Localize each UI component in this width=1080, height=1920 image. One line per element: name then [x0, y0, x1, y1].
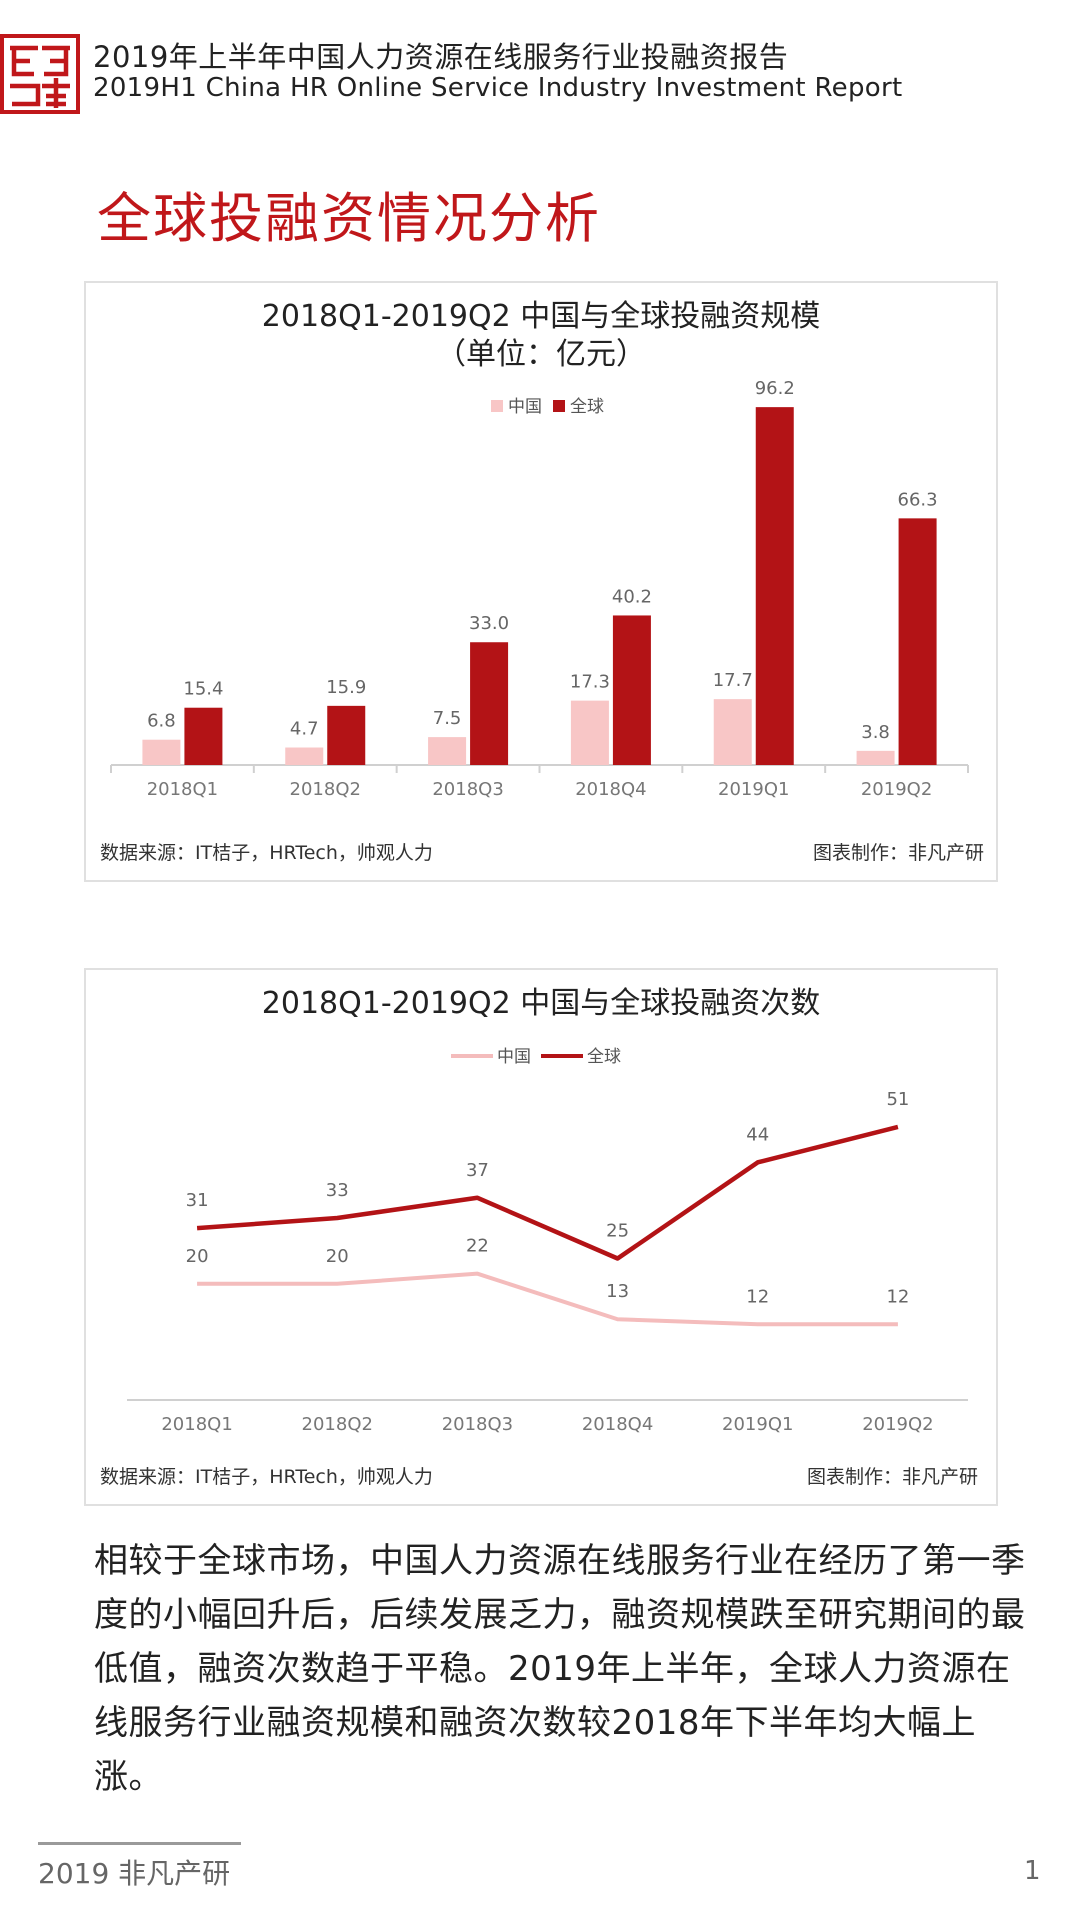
analysis-paragraph: 相较于全球市场，中国人力资源在线服务行业在经历了第一季度的小幅回升后，后续发展乏… [94, 1541, 1026, 1797]
bar-china [142, 739, 181, 765]
data-label: 4.7 [290, 719, 319, 740]
section-title: 全球投融资情况分析 [97, 187, 601, 250]
data-label: 22 [466, 1236, 489, 1257]
bar-china [285, 747, 324, 765]
x-tick-label: 2019Q1 [718, 779, 789, 800]
data-label: 31 [186, 1190, 209, 1211]
data-label: 15.4 [183, 679, 223, 700]
bar-chart: 中国 全球 2018Q1 6.8 15.4 2018Q2 4.7 15.9 2018Q3 7.5 3… [110, 378, 969, 800]
series-line-global [196, 1124, 899, 1261]
footer-divider [38, 1842, 241, 1845]
bar-china [713, 699, 752, 765]
series-line-china [197, 1271, 898, 1327]
chart-title: 2018Q1-2019Q2 中国与全球投融资规模 [261, 299, 821, 334]
x-tick-label: 2019Q1 [722, 1414, 793, 1435]
chart-title: 2018Q1-2019Q2 中国与全球投融资次数 [261, 986, 821, 1021]
data-source: 数据来源：IT桔子，HRTech，帅观人力 [100, 1466, 433, 1488]
x-tick-label: 2018Q3 [442, 1414, 513, 1435]
data-label: 20 [186, 1246, 209, 1267]
report-title-en: 2019H1 China HR Online Service Industry … [93, 73, 903, 103]
x-tick-label: 2018Q2 [302, 1414, 373, 1435]
bar-global [470, 642, 509, 765]
x-tick-label: 2018Q1 [161, 1414, 232, 1435]
data-label: 44 [746, 1124, 769, 1145]
data-label: 7.5 [433, 708, 462, 729]
data-label: 66.3 [898, 489, 938, 510]
page-number: 1 [1024, 1856, 1041, 1886]
x-tick-label: 2018Q4 [575, 779, 646, 800]
data-label: 33 [326, 1180, 349, 1201]
x-tick-label: 2018Q3 [432, 779, 503, 800]
data-label: 40.2 [612, 586, 652, 607]
data-label: 12 [746, 1286, 769, 1307]
data-label: 15.9 [326, 677, 366, 698]
legend: 中国 全球 [491, 397, 604, 417]
x-tick-label: 2018Q2 [290, 779, 361, 800]
bar-china [570, 700, 609, 765]
legend-swatch-0 [491, 400, 503, 412]
data-label: 96.2 [755, 378, 795, 399]
data-label: 17.3 [570, 672, 610, 693]
bar-global [612, 615, 651, 765]
funding-scale-chart-card: 2018Q1-2019Q2 中国与全球投融资规模 （单位：亿元） 中国 全球 201… [84, 281, 998, 882]
line-chart: 中国 全球 2018Q1 2018Q2 2018Q3 2018Q4 2019Q1 2019Q2… [127, 1047, 968, 1435]
funding-count-chart-card: 2018Q1-2019Q2 中国与全球投融资次数 中国 全球 2018Q1 2018Q… [84, 968, 998, 1506]
data-label: 17.7 [713, 670, 753, 691]
bar-china [428, 737, 467, 765]
data-label: 51 [886, 1089, 909, 1110]
footer-brand: 2019 非凡产研 [38, 1857, 231, 1890]
report-title-cn: 2019年上半年中国人力资源在线服务行业投融资报告 [93, 40, 789, 74]
data-label: 20 [326, 1246, 349, 1267]
legend-label-0: 中国 [497, 1047, 531, 1067]
legend: 中国 全球 [451, 1047, 621, 1067]
x-tick-label: 2019Q2 [862, 1414, 933, 1435]
legend-label-1: 全球 [570, 397, 604, 417]
bar-global [898, 518, 937, 765]
data-label: 13 [606, 1281, 629, 1302]
data-label: 12 [886, 1286, 909, 1307]
bar-global [755, 407, 794, 765]
x-tick-label: 2019Q2 [861, 779, 932, 800]
legend-swatch-1 [553, 400, 565, 412]
data-label: 37 [466, 1160, 489, 1181]
data-label: 3.8 [861, 722, 890, 743]
chart-subtitle: （单位：亿元） [436, 337, 646, 372]
legend-label-1: 全球 [587, 1047, 621, 1067]
data-label: 25 [606, 1221, 629, 1242]
legend-label-0: 中国 [508, 397, 542, 417]
bar-global [327, 705, 366, 765]
chart-maker: 图表制作：非凡产研 [812, 842, 984, 864]
x-tick-label: 2018Q4 [582, 1414, 653, 1435]
fanfan-logo-icon [0, 34, 80, 114]
chart-maker: 图表制作：非凡产研 [806, 1466, 978, 1488]
data-source: 数据来源：IT桔子，HRTech，帅观人力 [100, 842, 433, 864]
data-label: 33.0 [469, 613, 509, 634]
data-label: 6.8 [147, 711, 176, 732]
bar-china [856, 750, 895, 765]
bar-global [184, 707, 223, 765]
x-tick-label: 2018Q1 [147, 779, 218, 800]
